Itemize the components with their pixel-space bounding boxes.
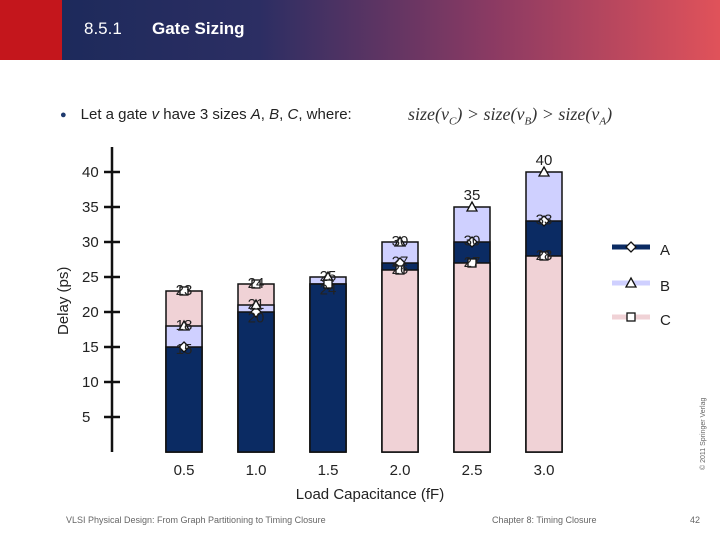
bullet-icon: ● — [60, 109, 67, 122]
bullet-sep-1: , — [260, 106, 270, 123]
data-label-b-0: 18 — [176, 317, 193, 334]
y-tick-label-5: 5 — [82, 409, 90, 426]
marker-c-4 — [467, 258, 477, 268]
formula-gt-2: > — [541, 104, 554, 124]
marker-b-0 — [177, 319, 191, 331]
y-tick-label-40: 40 — [82, 164, 99, 181]
bullet-prefix: Let a gate — [80, 106, 152, 123]
marker-c-2 — [323, 279, 333, 289]
marker-c-3 — [395, 265, 405, 275]
formula-sub-b: B — [524, 115, 532, 128]
y-tick-label-30: 30 — [82, 234, 99, 251]
data-label-c-3: 26 — [392, 261, 409, 278]
footer-chapter: Chapter 8: Timing Closure — [492, 515, 597, 525]
data-label-a-2: 24 — [320, 282, 337, 299]
legend-marker-b — [624, 276, 638, 288]
delay-chart: 5 10 15 20 25 30 35 40 Delay (ps) 0.5 1.0 1.5 2.0 2.5… — [55, 147, 671, 503]
marker-b-1 — [249, 298, 263, 310]
size-formula: size(vC) > size(vB) > size(vA) — [408, 104, 613, 128]
bullet-var-v: v — [151, 106, 160, 123]
x-tick-label-1: 1.0 — [246, 462, 267, 479]
formula-size-2: size — [483, 104, 511, 124]
x-tick-label-0: 0.5 — [174, 462, 195, 479]
x-tick-label-3: 2.0 — [390, 462, 411, 479]
marker-b-5 — [537, 165, 551, 177]
bullet-size-c: C — [287, 106, 299, 123]
bar-a-0 — [165, 346, 203, 453]
data-label-b-3: 30 — [392, 233, 409, 250]
data-label-b-1: 21 — [248, 296, 265, 313]
bullet-size-b: B — [269, 106, 280, 123]
y-axis-title: Delay (ps) — [55, 267, 72, 335]
data-label-c-1: 24 — [248, 275, 265, 292]
legend-label-b: B — [660, 278, 670, 295]
bullet-text: ● Let a gate v have 3 sizes A, B, C, wher… — [60, 106, 352, 123]
marker-c-5 — [539, 251, 549, 261]
y-tick-label-35: 35 — [82, 199, 99, 216]
formula-v-a: v — [591, 104, 600, 124]
formula-size-1: size — [408, 104, 435, 124]
data-label-a-1: 20 — [248, 310, 265, 327]
marker-c-0 — [179, 286, 189, 296]
legend-marker-c — [626, 312, 636, 322]
footer-page-number: 42 — [690, 515, 701, 525]
formula-v-b: v — [516, 104, 525, 124]
formula-size-3: size — [558, 104, 586, 124]
bullet-middle: have 3 sizes — [159, 106, 251, 123]
bar-c-5 — [525, 255, 563, 453]
bar-a-2 — [309, 283, 347, 453]
bullet-suffix: , where: — [298, 106, 352, 123]
x-tick-label-4: 2.5 — [462, 462, 483, 479]
data-label-c-4: 27 — [464, 254, 481, 271]
y-tick-label-10: 10 — [82, 374, 99, 391]
legend-marker-a — [625, 241, 637, 253]
data-label-b-2: 25 — [320, 268, 337, 285]
y-tick-label-15: 15 — [82, 339, 99, 356]
x-tick-label-5: 3.0 — [534, 462, 555, 479]
section-number: 8.5.1 — [84, 19, 122, 38]
bar-a-1 — [237, 311, 275, 453]
copyright-notice: © 2011 Springer Verlag — [700, 397, 707, 470]
slide-header: 8.5.1 Gate Sizing — [0, 0, 720, 60]
data-label-b-5: 40 — [536, 152, 553, 169]
legend-label-a: A — [660, 242, 670, 259]
header-band — [62, 0, 720, 60]
footer-book-title: VLSI Physical Design: From Graph Partiti… — [66, 515, 326, 525]
data-label-c-0: 23 — [176, 282, 193, 299]
data-label-a-5: 33 — [536, 212, 553, 229]
data-label-c-5: 28 — [536, 247, 553, 264]
bullet-sep-2: , — [279, 106, 288, 123]
y-tick-label-20: 20 — [82, 304, 99, 321]
marker-b-3 — [393, 235, 407, 247]
legend-label-c: C — [660, 312, 671, 329]
y-tick-label-25: 25 — [82, 269, 99, 286]
marker-a-4 — [466, 236, 478, 248]
data-label-a-3: 27 — [392, 254, 409, 271]
marker-a-5 — [538, 215, 550, 227]
formula-sub-a: A — [599, 115, 607, 128]
formula-sub-c: C — [449, 115, 457, 128]
bullet-size-a: A — [250, 106, 261, 123]
bar-c-4 — [453, 262, 491, 453]
data-label-b-4: 35 — [464, 187, 481, 204]
marker-a-0 — [178, 341, 190, 353]
x-tick-label-2: 1.5 — [318, 462, 339, 479]
formula-gt-1: > — [466, 104, 479, 124]
slide-title: Gate Sizing — [152, 19, 245, 38]
data-label-a-4: 30 — [464, 233, 481, 250]
bar-c-3 — [381, 269, 419, 453]
data-label-a-0: 15 — [176, 341, 193, 358]
marker-c-1 — [251, 279, 261, 289]
x-axis-title: Load Capacitance (fF) — [296, 486, 444, 503]
header-accent-block — [0, 0, 62, 60]
marker-b-4 — [465, 200, 479, 212]
formula-v-c: v — [441, 104, 449, 124]
